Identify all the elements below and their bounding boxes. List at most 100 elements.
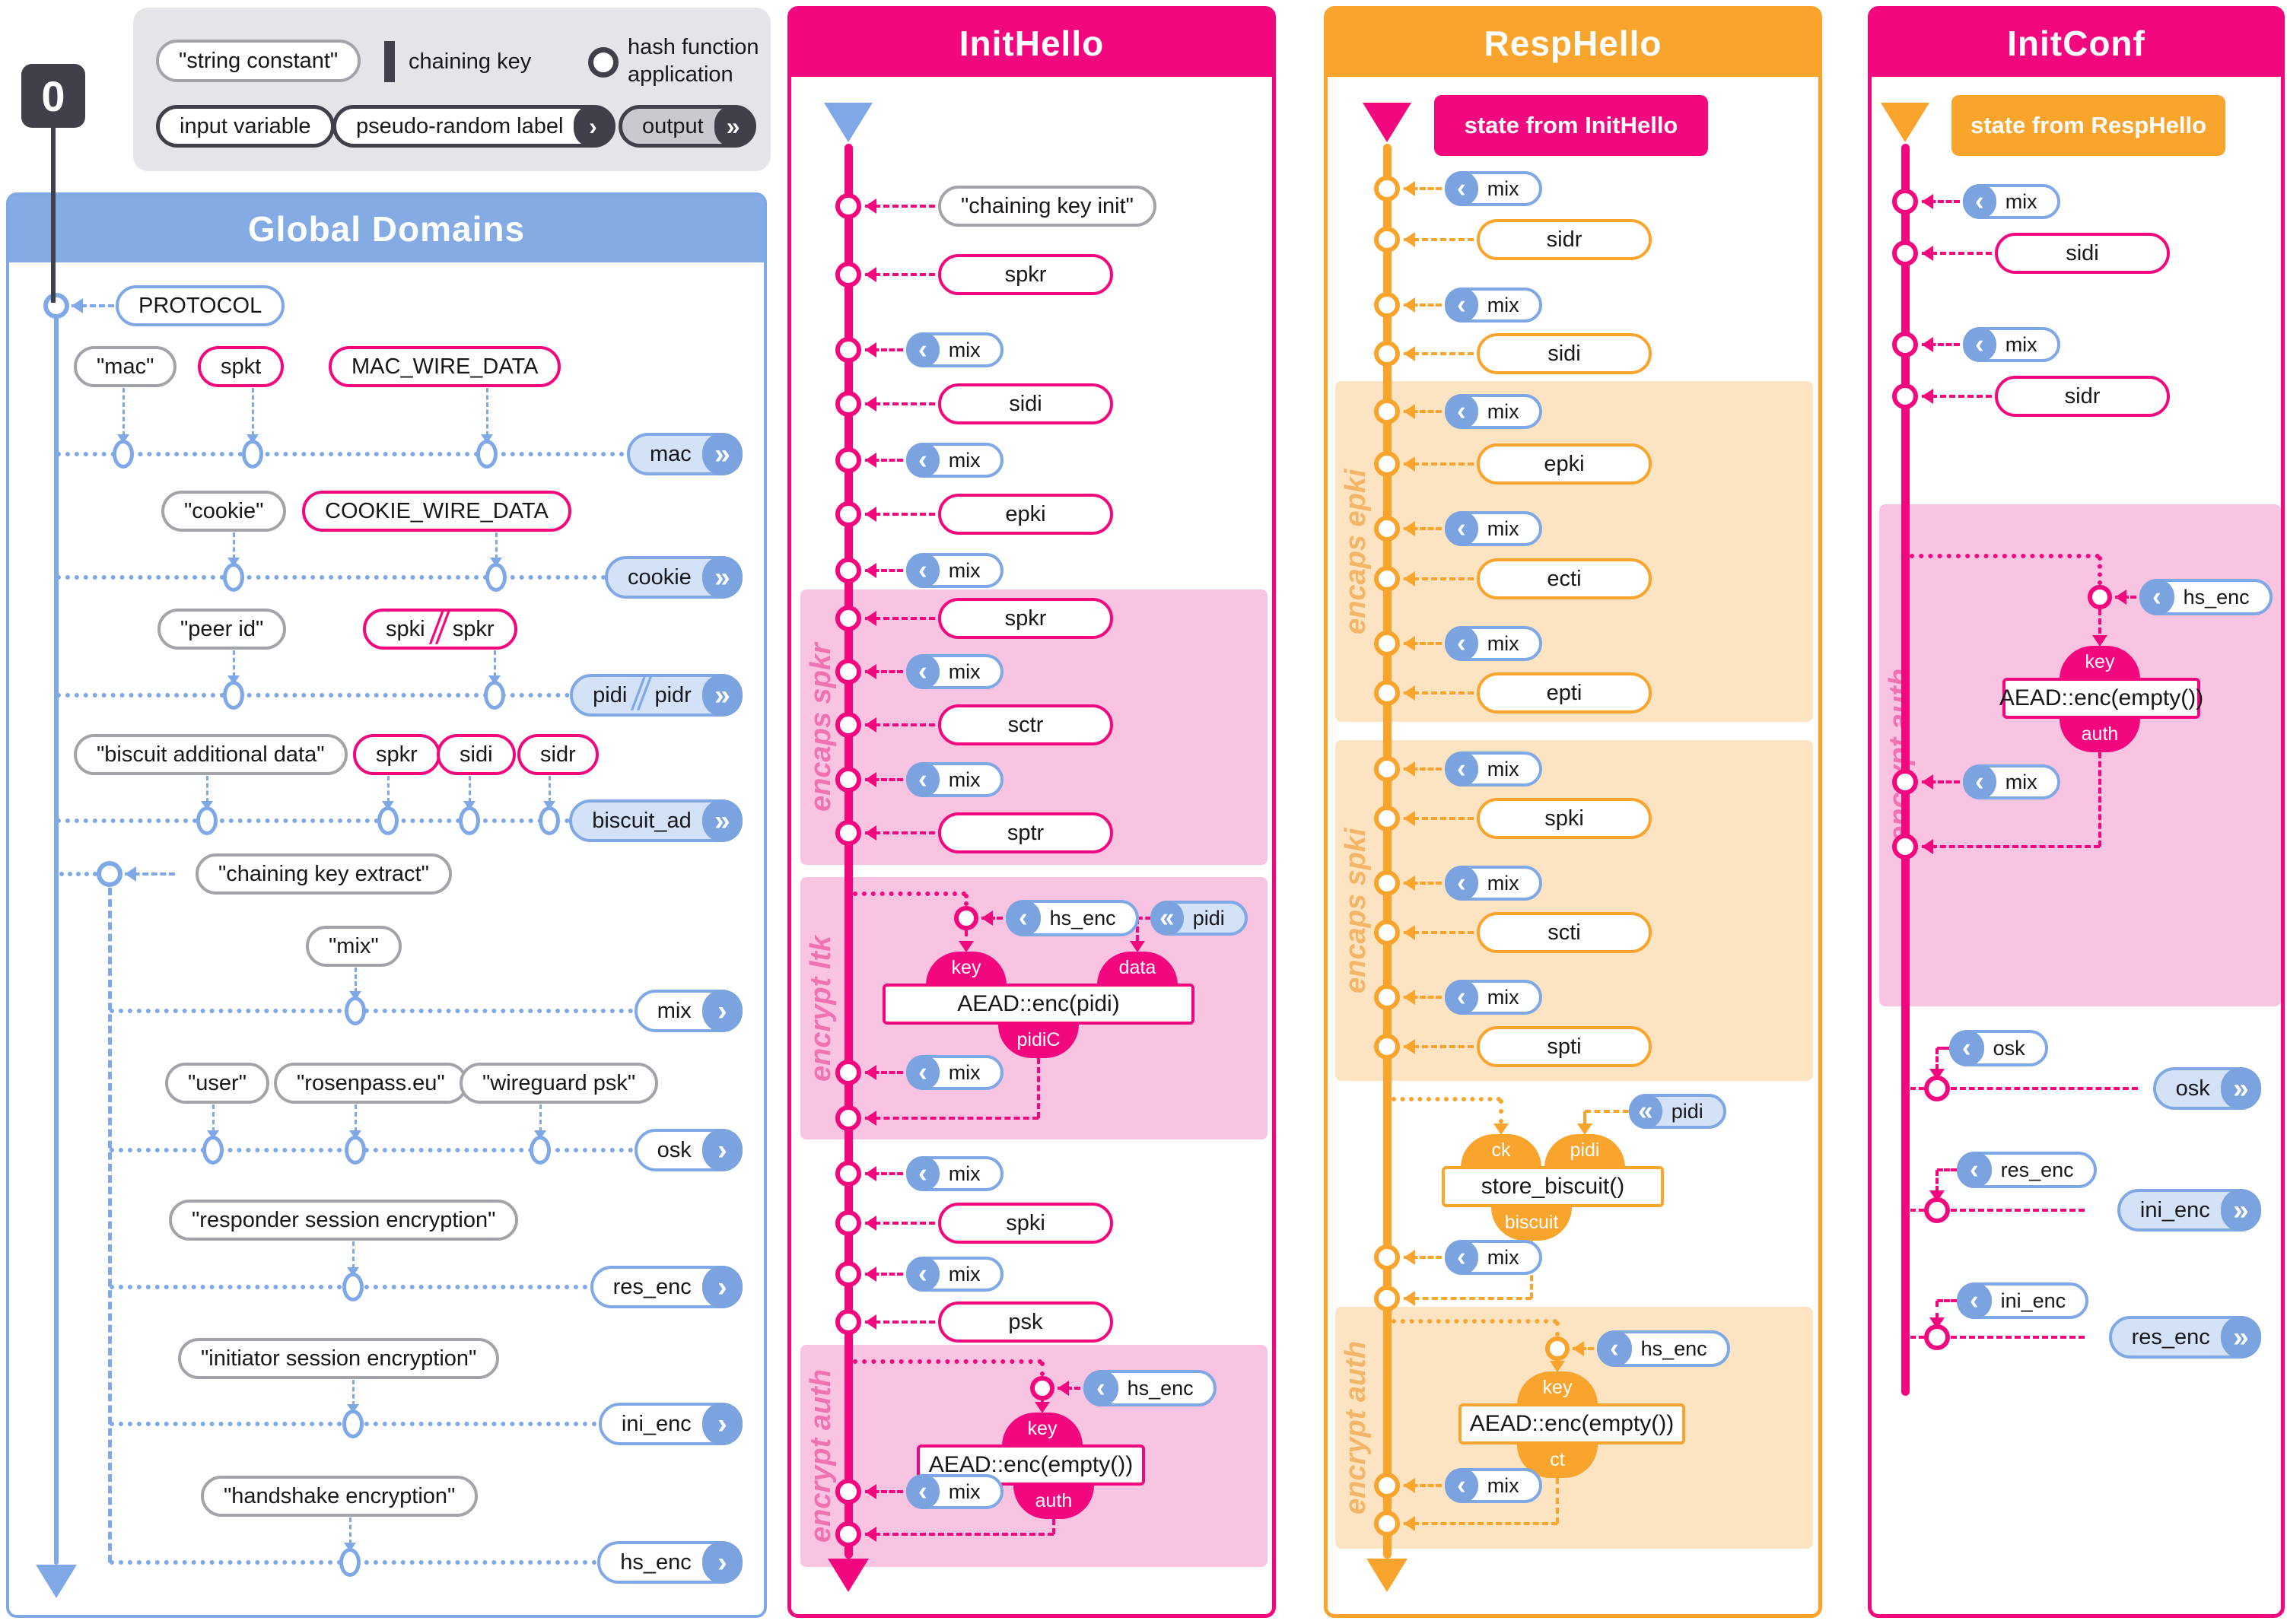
pill-ini-enc: ini_enc ›	[598, 1403, 743, 1445]
hash-node	[835, 337, 861, 363]
chain-end-arrow-icon	[828, 1559, 869, 1592]
double-chevron-right-icon: »	[2220, 1316, 2261, 1359]
pill-cookie: cookie »	[604, 556, 743, 599]
connector-line	[205, 776, 208, 802]
state-from-inithello-badge: state from InitHello	[1434, 95, 1708, 156]
legend-box: "string constant" chaining key hash func…	[133, 8, 771, 171]
hash-node	[1374, 680, 1400, 706]
hash-node	[1892, 383, 1918, 409]
double-chevron-right-icon: »	[2220, 1189, 2261, 1232]
port-label: auth	[1035, 1490, 1073, 1511]
double-chevron-right-icon: »	[701, 433, 743, 475]
connector-line	[1936, 1048, 1939, 1070]
connector-line	[59, 872, 97, 876]
init-conf-column: InitConf encrypt auth ‹ mix sidi ‹ mix sidr ‹ hs…	[1868, 6, 2285, 1618]
connector-line	[1058, 1387, 1080, 1390]
pill-mix: ‹ mix	[1963, 184, 2060, 219]
port-pidiC: pidiC	[998, 1025, 1079, 1058]
hash-node	[1892, 332, 1918, 358]
connector-line	[56, 452, 724, 456]
pill-mix: ‹ mix	[1445, 980, 1542, 1015]
pill-label: "handshake encryption"	[224, 1483, 456, 1508]
arrowhead-down	[1577, 1123, 1592, 1135]
arrowhead-left	[865, 563, 876, 578]
pill-label: mix	[1487, 176, 1519, 200]
connector-line	[354, 968, 357, 993]
chaining-key-start-line	[51, 126, 56, 303]
connector-line	[1951, 1087, 2138, 1090]
init-conf-body: encrypt auth ‹ mix sidi ‹ mix sidr ‹ hs_enc key AE…	[1872, 10, 2281, 1614]
arrowhead-left	[1404, 876, 1415, 891]
pill-mix: ‹ mix	[1445, 752, 1542, 787]
arrowhead-left	[72, 298, 83, 313]
pill-res-enc: res_enc ›	[590, 1266, 743, 1308]
pill-ini-enc: ini_enc »	[2117, 1189, 2261, 1232]
arrowhead-left	[1922, 246, 1933, 261]
connector-line	[1404, 1484, 1442, 1487]
hash-node	[1924, 1197, 1950, 1223]
chevron-left-icon: ‹	[906, 1156, 940, 1191]
legend-input-variable-label: input variable	[180, 113, 311, 138]
legend-hash-label-2: application	[628, 62, 733, 87]
port-ck: ck	[1461, 1134, 1541, 1168]
connector-line	[1404, 642, 1442, 645]
pill-mix: ‹ mix	[1445, 511, 1542, 546]
hash-node	[1374, 1286, 1400, 1311]
pill-pidi: « pidi	[1629, 1094, 1726, 1129]
pill-sidr: sidr	[1477, 219, 1652, 260]
pill-label: sidi	[2066, 240, 2099, 265]
connector-line	[348, 1518, 351, 1544]
pill-epti: epti	[1477, 672, 1652, 713]
chevron-left-icon: ‹	[906, 762, 940, 797]
double-chevron-right-icon: »	[701, 799, 743, 842]
connector-line	[865, 459, 903, 462]
hash-node	[1374, 1034, 1400, 1060]
connector-line	[1404, 352, 1474, 355]
connector-line	[865, 513, 935, 516]
pill-label: mix	[948, 1060, 981, 1084]
pill-res-enc: ‹ res_enc	[1957, 1152, 2097, 1188]
pill--wireguard-psk-: "wireguard psk"	[460, 1063, 659, 1104]
hash-node	[342, 1409, 364, 1438]
chevron-left-icon: ‹	[1445, 394, 1478, 429]
connector-line	[1404, 996, 1442, 999]
connector-line	[853, 1359, 1042, 1364]
chain-end-arrow-icon	[36, 1565, 77, 1598]
connector-line	[351, 1380, 355, 1406]
section-shade	[1335, 381, 1813, 722]
hash-node	[1374, 920, 1400, 945]
hash-node	[835, 820, 861, 846]
pill-label: mix	[1487, 1473, 1519, 1497]
connector-line	[110, 1009, 724, 1013]
pill-mix: ‹ mix	[1445, 626, 1542, 661]
arrowhead-left	[865, 396, 876, 412]
hash-node	[2088, 585, 2112, 609]
pill-mix: ‹ mix	[1445, 394, 1542, 429]
chain-start-arrow-icon	[824, 103, 873, 142]
pill-spki: spki	[938, 1203, 1113, 1244]
connector-line	[853, 891, 966, 896]
hash-node	[242, 440, 263, 469]
arrowhead-left	[1404, 990, 1415, 1005]
arrowhead-left	[1404, 811, 1415, 826]
pill-label: mix	[948, 1479, 981, 1503]
pill-label: pidi	[1671, 1099, 1703, 1123]
connector-line	[1404, 527, 1442, 530]
pill-label: mix	[948, 659, 981, 683]
port-key: key	[2060, 646, 2140, 679]
pill-label: hs_enc	[1049, 906, 1116, 930]
port-label: data	[1118, 957, 1156, 978]
hash-node	[1374, 1473, 1400, 1498]
pill-label: pidi	[1192, 906, 1225, 930]
pill-label: mac	[650, 441, 692, 466]
port-label: pidi	[1570, 1139, 1600, 1161]
port-label: ck	[1491, 1139, 1511, 1161]
connector-line	[110, 1422, 724, 1426]
connector-line	[865, 1320, 935, 1324]
connector-line	[1910, 1336, 1924, 1339]
connector-line	[1404, 691, 1474, 694]
pill-label: mix	[1487, 399, 1519, 423]
pill-mix: ‹ mix	[906, 1156, 1004, 1191]
double-slash-icon: //	[425, 602, 453, 654]
pill-spkr: spkr	[353, 734, 441, 775]
